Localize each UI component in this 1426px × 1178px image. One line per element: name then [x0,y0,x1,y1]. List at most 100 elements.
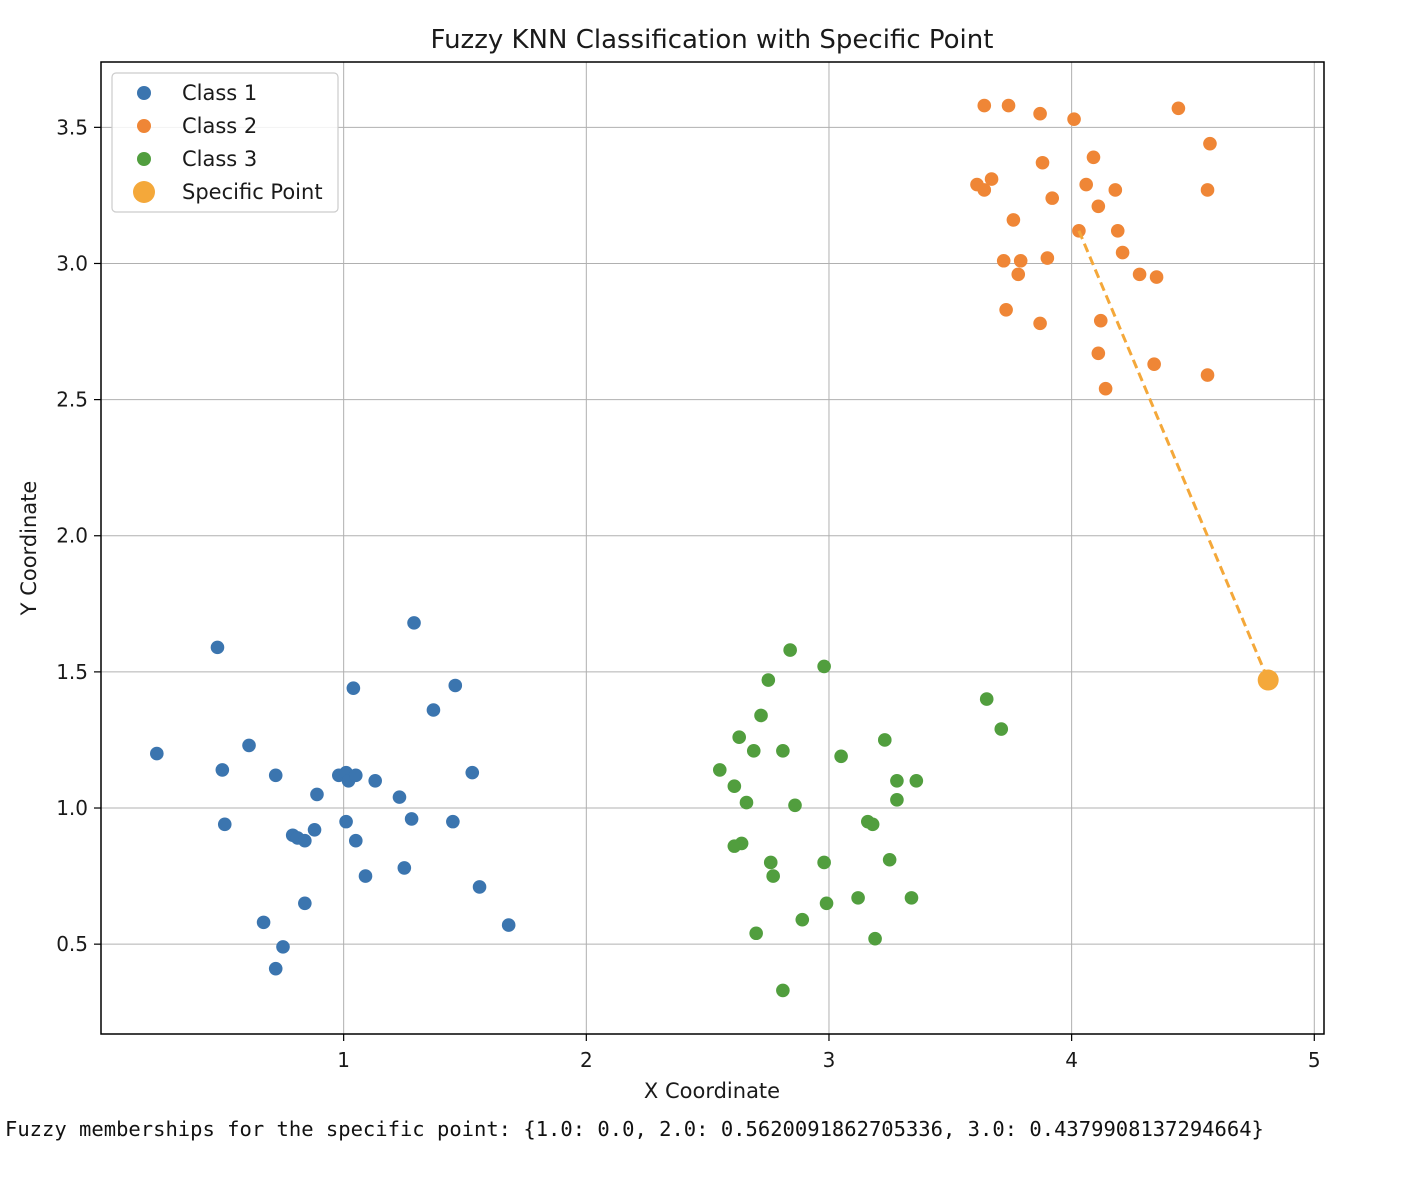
class-1-point [397,861,412,875]
x-axis-label: X Coordinate [644,1079,780,1103]
class-2-point [1045,191,1060,205]
class-3-point [712,763,727,777]
class-3-point [776,983,790,998]
class-2-point [1079,177,1093,192]
class-2-point [1108,183,1123,197]
console-output: Fuzzy memberships for the specific point… [5,1117,1264,1141]
class-2-point [1091,199,1106,214]
x-tick-label: 5 [1308,1048,1321,1072]
class-1-point [465,765,480,780]
class-2-point [999,302,1013,317]
class-3-point [739,795,754,810]
class-1-point [404,812,419,826]
y-tick-label: 0.5 [56,932,88,956]
y-tick-label: 3.5 [56,115,88,139]
class-1-point [392,790,407,804]
y-tick-label: 2.0 [56,524,88,548]
legend-marker [137,152,151,166]
legend-box [111,72,339,213]
neighbor-connector-line [1077,230,1270,681]
y-tick-label: 2.5 [56,388,88,412]
class-3-point [868,931,882,946]
chart-title: Fuzzy KNN Classification with Specific P… [431,25,994,55]
class-3-point [819,896,834,911]
class-2-point [1200,368,1215,382]
class-2-point [1040,251,1055,265]
class-1-point [472,880,487,894]
class-1-point [426,703,441,717]
legend-label: Specific Point [182,180,323,204]
class-2-point [996,253,1011,268]
class-2-point [1035,155,1050,170]
class-2-point [977,183,992,197]
class-1-point [348,768,363,783]
class-1-point [348,833,363,848]
class-2-point [984,172,999,186]
class-1-point [268,768,283,783]
class-3-point [890,773,904,788]
class-1-point [256,915,271,930]
legend-marker [137,86,151,100]
class-2-point [1200,183,1215,197]
class-1-point [298,896,312,911]
class-3-point [732,730,746,745]
class-3-point [904,891,919,905]
class-2-point [1093,313,1108,328]
class-1-point [268,961,283,976]
class-2-point [1033,106,1047,121]
legend-marker [133,181,155,203]
axis-ticks: 1 2 3 4 5 0.5 1.0 1.5 2.0 2.5 3.0 3.5 [56,115,1320,1072]
class-2-point [1006,213,1021,227]
data-points [150,98,1279,998]
class-3-point [727,779,742,794]
legend-label: Class 3 [182,147,257,171]
class-1-point [242,738,256,753]
class-3-point [865,817,880,832]
class-3-point [890,793,904,807]
class-1-point [307,822,322,837]
class-2-point [1147,357,1161,372]
class-2-point [1110,224,1125,238]
class-3-point [834,749,848,764]
class-1-point [446,814,460,829]
class-1-point [210,640,225,655]
class-1-point [358,869,373,883]
legend-marker [137,119,151,133]
class-3-point [877,733,892,747]
class-3-point [994,722,1009,736]
class-2-point [1067,112,1081,126]
class-2-point [1091,346,1106,361]
class-3-point [817,855,831,870]
class-3-point [909,773,924,788]
class-3-point [979,692,994,706]
class-2-point [1203,136,1217,151]
plot-frame [100,61,1325,1035]
class-2-point [1001,98,1016,113]
class-2-point [1171,101,1186,116]
class-3-point [746,744,761,758]
class-1-point [310,787,324,802]
class-2-point [1132,267,1147,282]
x-tick-label: 2 [580,1048,593,1072]
class-3-point [788,798,802,813]
class-3-point [763,855,778,870]
class-3-point [851,891,865,905]
class-1-point [215,763,230,777]
legend-label: Class 2 [182,114,257,138]
class-3-point [783,643,797,657]
class-1-point [276,940,290,954]
class-3-point [754,708,768,723]
legend-label: Class 1 [182,81,257,105]
class-3-point [817,659,831,674]
x-tick-label: 4 [1065,1048,1078,1072]
legend: Class 1 Class 2 Class 3 Specific Point [111,72,339,213]
class-1-point [501,918,516,932]
class-1-point [346,681,361,696]
class-3-point [795,912,810,927]
class-1-point [368,773,383,788]
class-1-point [150,746,164,761]
class-1-point [298,833,312,848]
class-1-point [339,814,353,829]
x-tick-label: 1 [337,1048,350,1072]
class-2-point [1013,253,1028,268]
